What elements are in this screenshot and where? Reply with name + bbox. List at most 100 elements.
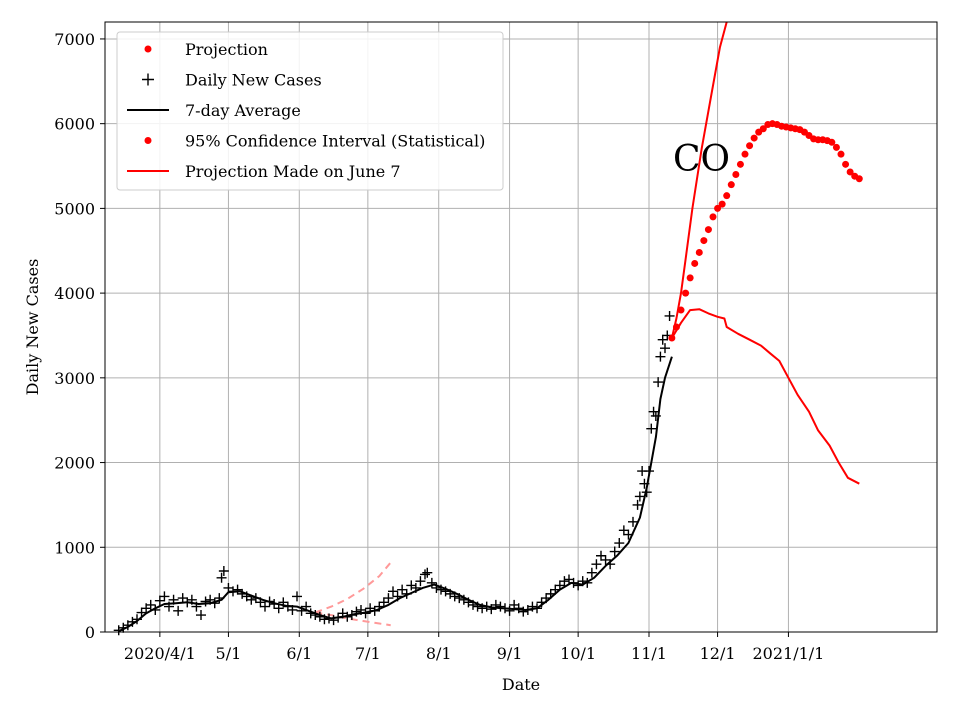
legend-label: 95% Confidence Interval (Statistical) xyxy=(185,132,485,151)
daily-case-point xyxy=(660,343,670,354)
daily-case-point xyxy=(648,406,659,417)
y-axis-label: Daily New Cases xyxy=(23,259,42,396)
daily-case-point xyxy=(420,569,430,580)
legend-entry: Daily New Cases xyxy=(142,71,322,90)
daily-case-point xyxy=(518,606,529,617)
x-tick-label: 12/1 xyxy=(700,644,736,663)
legend-box xyxy=(116,31,504,191)
y-tick-label: 4000 xyxy=(54,284,95,303)
y-tick-label: 3000 xyxy=(54,369,95,388)
daily-case-point xyxy=(422,567,433,578)
daily-case-point xyxy=(614,538,625,549)
daily-case-point xyxy=(657,334,668,345)
y-tick-label: 1000 xyxy=(54,538,95,557)
y-axis-ticks: 0 1000 2000 3000 4000 5000 6000 7000 xyxy=(54,30,105,642)
daily-case-point xyxy=(351,606,362,617)
projection-point xyxy=(832,143,840,151)
daily-case-point xyxy=(495,601,506,612)
projection-point xyxy=(736,160,744,168)
daily-case-point xyxy=(628,516,638,527)
daily-case-point xyxy=(232,584,243,595)
x-axis-label: Date xyxy=(502,675,540,694)
projection-point xyxy=(668,334,676,342)
legend-label: Projection Made on June 7 xyxy=(185,162,401,181)
projection-point xyxy=(732,171,740,178)
legend-entry: Projection Made on June 7 xyxy=(127,162,401,181)
x-tick-label: 2021/1/1 xyxy=(752,644,824,663)
projection-point xyxy=(709,213,717,221)
projection-point xyxy=(741,150,749,158)
legend-label: Daily New Cases xyxy=(185,71,322,90)
x-tick-label: 9/1 xyxy=(497,644,523,663)
daily-case-point xyxy=(634,491,645,502)
projection-point xyxy=(855,175,863,183)
daily-case-point xyxy=(397,584,408,595)
daily-case-point xyxy=(632,499,643,510)
series-layer xyxy=(113,21,863,636)
series-line xyxy=(118,356,673,633)
y-tick-label: 6000 xyxy=(54,115,95,134)
daily-case-point xyxy=(177,593,188,604)
x-tick-label: 11/1 xyxy=(631,644,667,663)
legend-entry: Projection xyxy=(144,40,268,59)
projection-point xyxy=(727,181,735,189)
daily-case-point xyxy=(154,595,165,606)
daily-case-point xyxy=(260,601,270,612)
daily-case-point xyxy=(196,610,206,621)
x-tick-label: 5/1 xyxy=(216,644,242,663)
legend-dot-icon xyxy=(144,137,152,144)
daily-case-point xyxy=(145,599,156,610)
daily-case-point xyxy=(646,423,657,434)
projection-point xyxy=(695,248,703,256)
projection-point xyxy=(846,168,854,176)
daily-case-point xyxy=(618,525,629,536)
legend: Projection Daily New Cases 7-day Average 95… xyxy=(116,31,504,191)
legend-plus-icon xyxy=(142,73,154,86)
series-ci-lower xyxy=(671,308,860,485)
y-tick-label: 7000 xyxy=(54,30,95,49)
projection-point xyxy=(714,204,722,212)
daily-case-point xyxy=(591,559,602,570)
daily-case-point xyxy=(504,605,515,616)
projection-point xyxy=(759,125,767,133)
legend-entry: 95% Confidence Interval (Statistical) xyxy=(144,132,485,151)
y-tick-label: 2000 xyxy=(54,454,95,473)
daily-case-point xyxy=(415,576,426,587)
daily-case-point xyxy=(559,576,570,587)
y-tick-label: 0 xyxy=(85,623,95,642)
daily-case-point xyxy=(328,615,339,626)
daily-case-point xyxy=(378,597,389,608)
projection-point xyxy=(828,138,836,146)
legend-entry: 7-day Average xyxy=(127,101,301,120)
plot-frame xyxy=(104,21,938,633)
series-seven-day-average xyxy=(118,356,673,633)
projection-point xyxy=(718,200,726,208)
projection-point xyxy=(837,150,845,158)
x-tick-label: 8/1 xyxy=(426,644,452,663)
daily-case-point xyxy=(486,604,497,615)
daily-case-point xyxy=(200,596,211,607)
daily-case-point xyxy=(216,572,227,583)
projection-point xyxy=(677,306,685,314)
daily-case-point xyxy=(388,586,398,597)
daily-case-point xyxy=(653,377,664,388)
projection-point xyxy=(686,274,694,282)
daily-case-point xyxy=(586,567,597,578)
series-line xyxy=(314,561,392,614)
daily-case-point xyxy=(136,607,147,618)
legend-dot-icon xyxy=(144,45,152,53)
x-tick-label: 10/1 xyxy=(560,644,596,663)
x-tick-label: 2020/4/1 xyxy=(124,644,196,663)
legend-label: Projection xyxy=(185,40,268,59)
chart-annotation: CO xyxy=(673,139,730,180)
daily-case-point xyxy=(173,605,184,616)
y-tick-label: 5000 xyxy=(54,199,95,218)
daily-case-point xyxy=(159,591,170,602)
projection-point xyxy=(672,323,680,331)
x-tick-label: 6/1 xyxy=(286,644,312,663)
daily-case-point xyxy=(218,566,229,576)
series-line xyxy=(671,308,860,485)
x-axis-ticks: 2020/4/1 5/1 6/1 7/1 8/1 9/1 10/1 11/1 12/1 2021/… xyxy=(124,632,824,663)
daily-case-point xyxy=(292,591,302,602)
